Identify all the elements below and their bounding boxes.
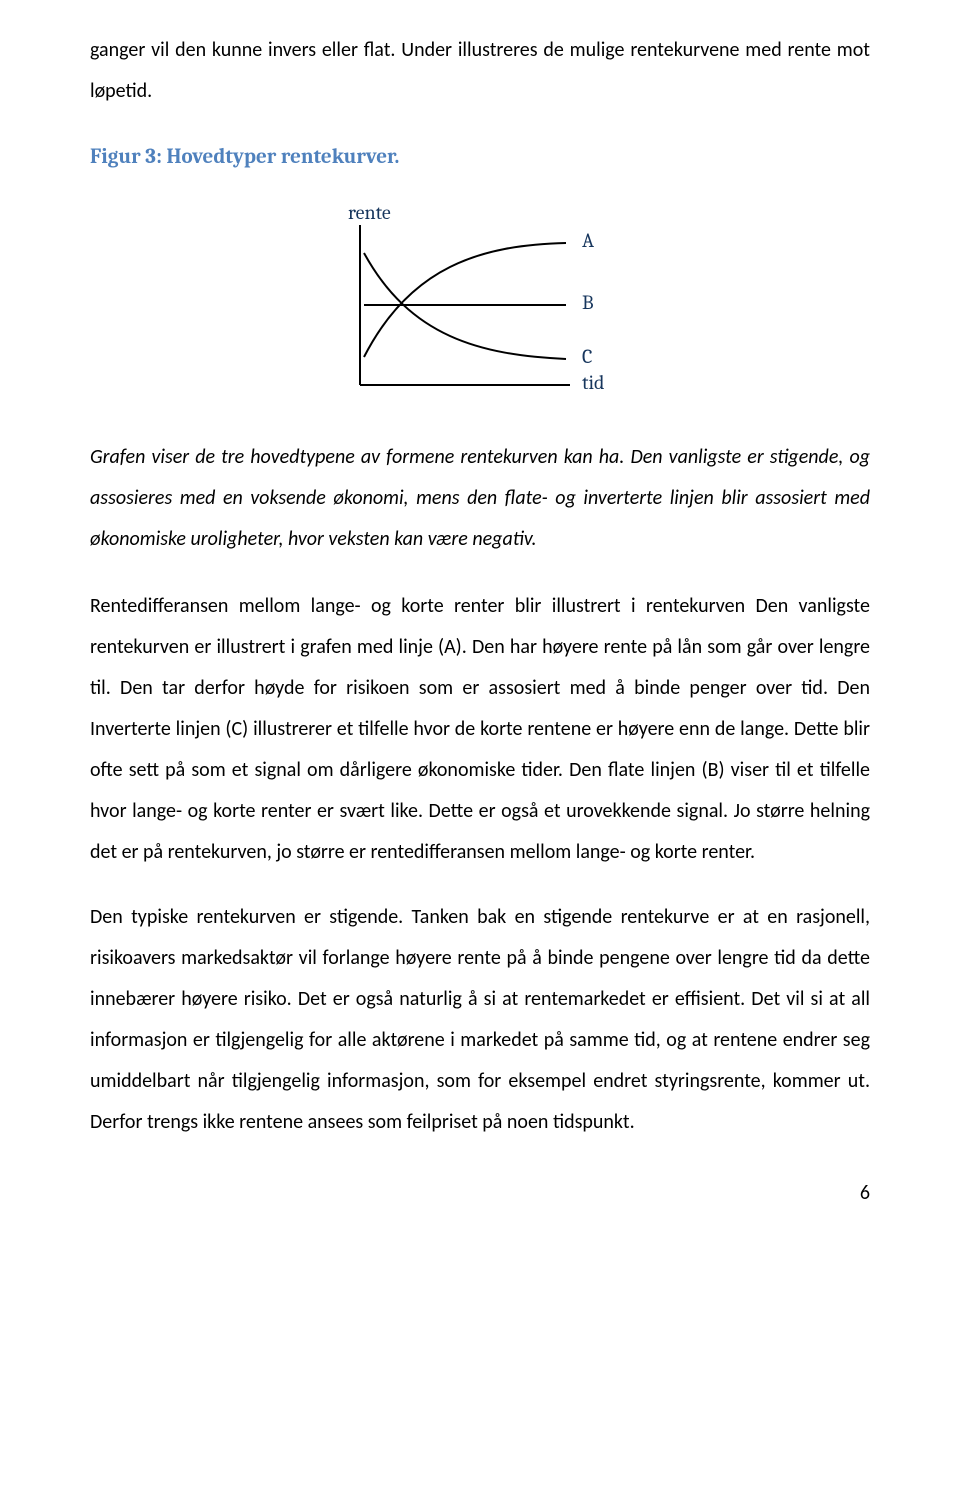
paragraph-2: Rentedifferansen mellom lange- og korte … bbox=[90, 586, 870, 873]
figure-wrapper: rente A B C tid bbox=[90, 207, 870, 407]
label-c: C bbox=[582, 345, 592, 368]
figure-heading: Figur 3: Hovedtyper rentekurver. bbox=[90, 136, 870, 179]
paragraph-intro: ganger vil den kunne invers eller flat. … bbox=[90, 30, 870, 112]
document-page: ganger vil den kunne invers eller flat. … bbox=[0, 0, 960, 1254]
curve-a bbox=[364, 243, 566, 357]
y-axis-label: rente bbox=[348, 207, 391, 224]
label-a: A bbox=[582, 229, 594, 252]
rentekurver-chart: rente A B C tid bbox=[330, 207, 630, 407]
page-number: 6 bbox=[90, 1173, 870, 1214]
label-b: B bbox=[582, 291, 594, 314]
figure-caption: Grafen viser de tre hovedtypene av forme… bbox=[90, 437, 870, 560]
paragraph-3: Den typiske rentekurven er stigende. Tan… bbox=[90, 897, 870, 1143]
x-axis-label: tid bbox=[582, 371, 604, 394]
